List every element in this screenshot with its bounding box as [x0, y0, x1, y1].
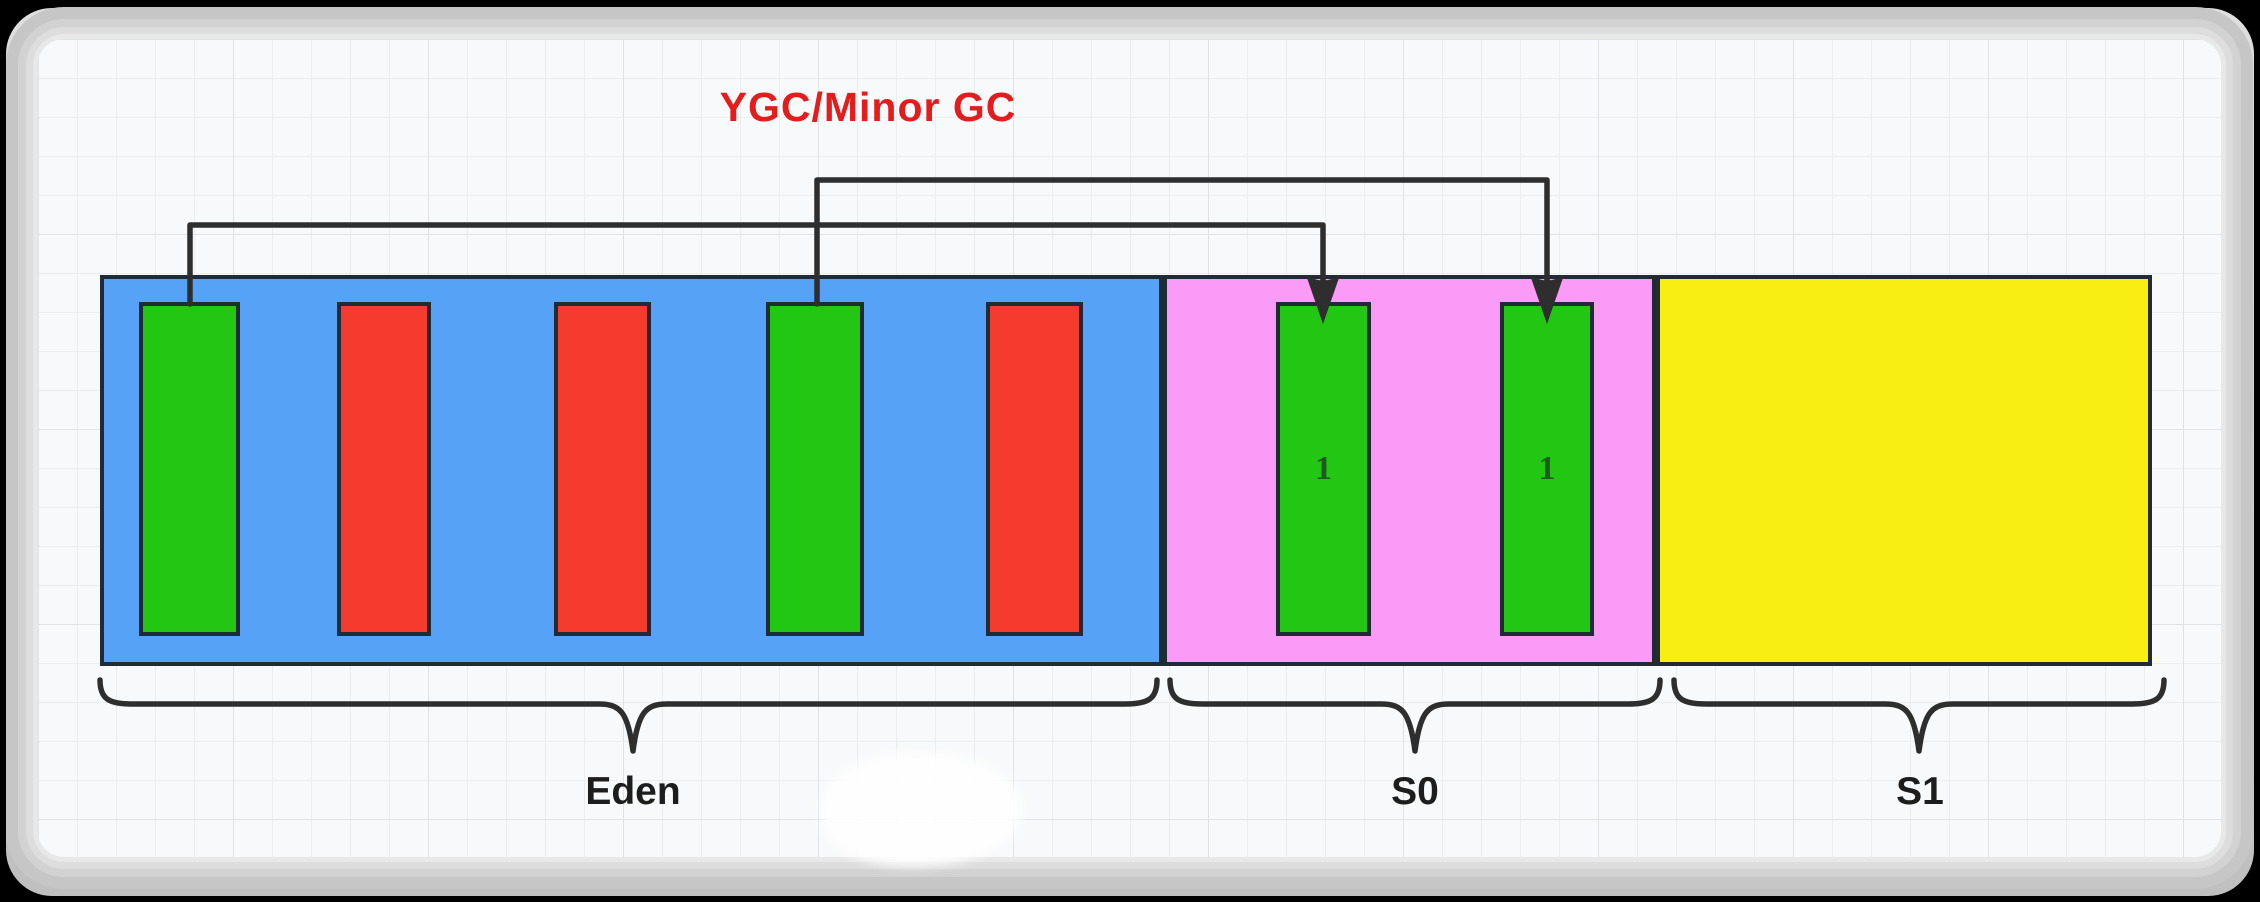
s0-region: 1 1	[1163, 275, 1656, 666]
eden-slot-3	[554, 302, 651, 636]
page-title: YGC/Minor GC	[719, 84, 1017, 130]
object-age-label: 1	[1315, 450, 1332, 487]
eden-slot-4	[766, 302, 864, 636]
object-age-label: 1	[1538, 450, 1556, 487]
s1-label: S1	[1896, 770, 1944, 813]
s0-slot-2: 1	[1500, 302, 1594, 636]
eden-slot-5	[986, 302, 1083, 636]
eden-slot-1	[139, 302, 240, 636]
s1-region	[1656, 275, 2152, 666]
eden-slot-2	[337, 302, 431, 636]
eden-region	[100, 275, 1163, 666]
eraser-smudge	[822, 754, 1022, 866]
s0-slot-1: 1	[1276, 302, 1371, 636]
s0-label: S0	[1391, 770, 1439, 813]
eden-label: Eden	[585, 770, 681, 813]
